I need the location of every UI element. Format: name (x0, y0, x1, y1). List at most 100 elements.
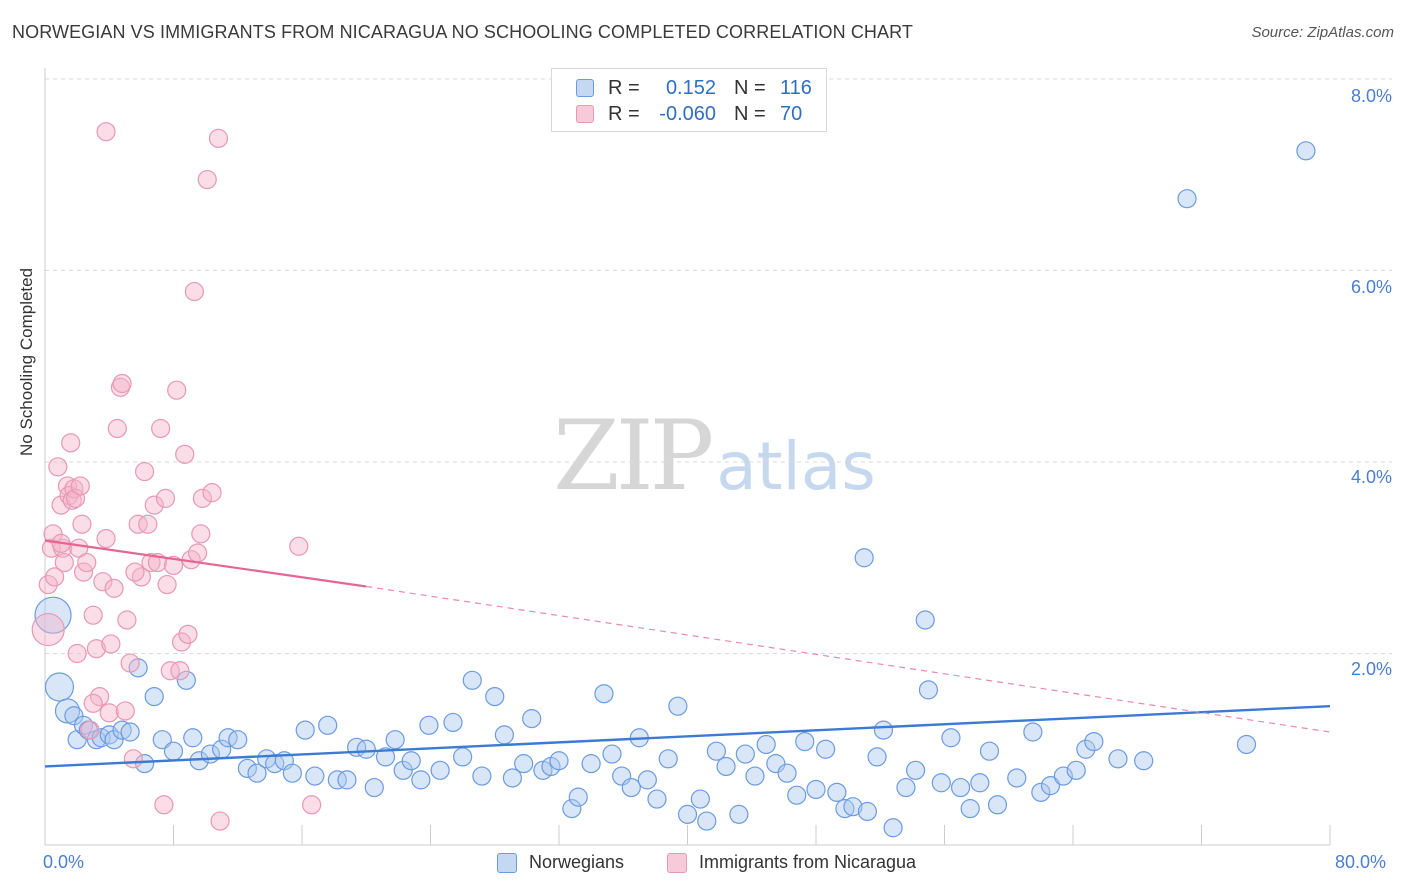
norwegian-point (472, 766, 492, 786)
nicaragua-point (61, 433, 81, 453)
legend-item-norwegians: Norwegians (497, 852, 624, 873)
nicaragua-point (86, 639, 107, 659)
legend-r-value: -0.060 (659, 102, 716, 125)
nicaragua-point (171, 632, 192, 652)
norwegian-point (1007, 768, 1027, 788)
nicaragua-trend-line (44, 539, 367, 588)
nicaragua-point (38, 574, 58, 595)
nicaragua-point (178, 624, 198, 644)
legend-label: Immigrants from Nicaragua (699, 852, 917, 872)
norwegian-point (144, 686, 164, 707)
norwegian-point (152, 730, 172, 750)
norwegian-point (867, 747, 887, 767)
nicaragua-point (48, 457, 68, 477)
norwegian-point (690, 789, 710, 809)
norwegian-point (568, 787, 588, 807)
nicaragua-point (157, 574, 177, 595)
nicaragua-point (45, 567, 65, 587)
norwegian-point (305, 766, 325, 786)
norwegian-point (1177, 189, 1197, 209)
legend-label: Norwegians (529, 852, 625, 872)
nicaragua-point (80, 720, 100, 740)
nicaragua-point (101, 634, 121, 654)
norwegian-point (777, 763, 797, 783)
nicaragua-point (115, 701, 135, 721)
nicaragua-point (112, 373, 132, 394)
nicaragua-point (77, 552, 97, 573)
nicaragua-point (170, 661, 190, 681)
norwegian-point (375, 747, 396, 767)
norwegian-point (485, 686, 505, 707)
nicaragua-point (65, 488, 86, 508)
norwegian-point (562, 799, 582, 819)
norwegian-point (282, 763, 302, 783)
norwegian-point (987, 795, 1008, 815)
norwegian-point (602, 744, 622, 764)
x-tick-label: 0.0% (43, 852, 85, 872)
norwegian-point (621, 777, 641, 798)
norwegian-point (453, 747, 473, 767)
norwegian-point (327, 770, 347, 790)
norwegian-point (462, 670, 482, 690)
nicaragua-point (155, 488, 176, 508)
norwegian-point (677, 804, 698, 824)
series-legend: Norwegians Immigrants from Nicaragua (0, 852, 1406, 878)
norwegian-point (795, 731, 815, 752)
nicaragua-point (54, 552, 74, 573)
norwegian-point (697, 811, 717, 831)
nicaragua-point (31, 612, 65, 647)
norwegian-point (295, 720, 315, 740)
norwegian-point (637, 770, 657, 790)
nicaragua-point (99, 703, 119, 723)
norwegian-point (237, 758, 257, 779)
norwegian-point (183, 728, 203, 748)
norwegian-point (787, 785, 807, 805)
nicaragua-trend-extension (366, 585, 1331, 733)
norwegian-point (1134, 751, 1154, 771)
nicaragua-point (184, 281, 204, 302)
norwegian-point (896, 777, 916, 798)
norwegian-point (364, 777, 384, 798)
norwegian-point (806, 779, 826, 800)
nicaragua-point (187, 543, 208, 563)
nicaragua-point (160, 661, 180, 681)
norwegian-point (816, 739, 836, 759)
norwegian-point (1084, 731, 1104, 752)
y-tick-label: 6.0% (1350, 277, 1392, 297)
norwegian-point (104, 730, 124, 750)
nicaragua-point (151, 418, 171, 439)
nicaragua-point (192, 488, 213, 508)
norwegian-point (228, 730, 248, 750)
norwegian-point (318, 715, 338, 735)
nicaragua-point (208, 128, 229, 148)
norwegian-point (549, 751, 569, 771)
legend-r-value: 0.152 (665, 76, 716, 99)
norwegian-point (873, 720, 894, 740)
norwegian-point (120, 722, 140, 742)
y-axis-label: No Schooling Completed (17, 267, 36, 456)
norwegian-point (430, 760, 450, 780)
legend-swatch-blue (576, 79, 594, 97)
nicaragua-point (202, 483, 222, 503)
nicaragua-point (83, 605, 103, 625)
nicaragua-point (154, 795, 174, 815)
norwegian-point (218, 728, 238, 748)
nicaragua-point (125, 562, 145, 582)
norwegian-point (745, 766, 765, 786)
legend-r-label: R = (608, 102, 640, 125)
nicaragua-point (120, 653, 140, 673)
nicaragua-point (175, 444, 195, 464)
norwegian-trend-line (44, 704, 1331, 768)
norwegian-point (1031, 782, 1051, 802)
legend-n-label: N = (734, 102, 766, 125)
norwegian-point (915, 610, 935, 630)
norwegian-point (658, 749, 678, 769)
norwegian-point (854, 548, 874, 568)
legend-swatch-blue (497, 852, 517, 873)
norwegian-point (44, 672, 75, 702)
norwegian-point (970, 773, 990, 793)
norwegian-point (1296, 141, 1316, 161)
norwegian-point (134, 754, 155, 774)
nicaragua-point (107, 418, 127, 439)
legend-item-nicaragua: Immigrants from Nicaragua (667, 852, 916, 873)
